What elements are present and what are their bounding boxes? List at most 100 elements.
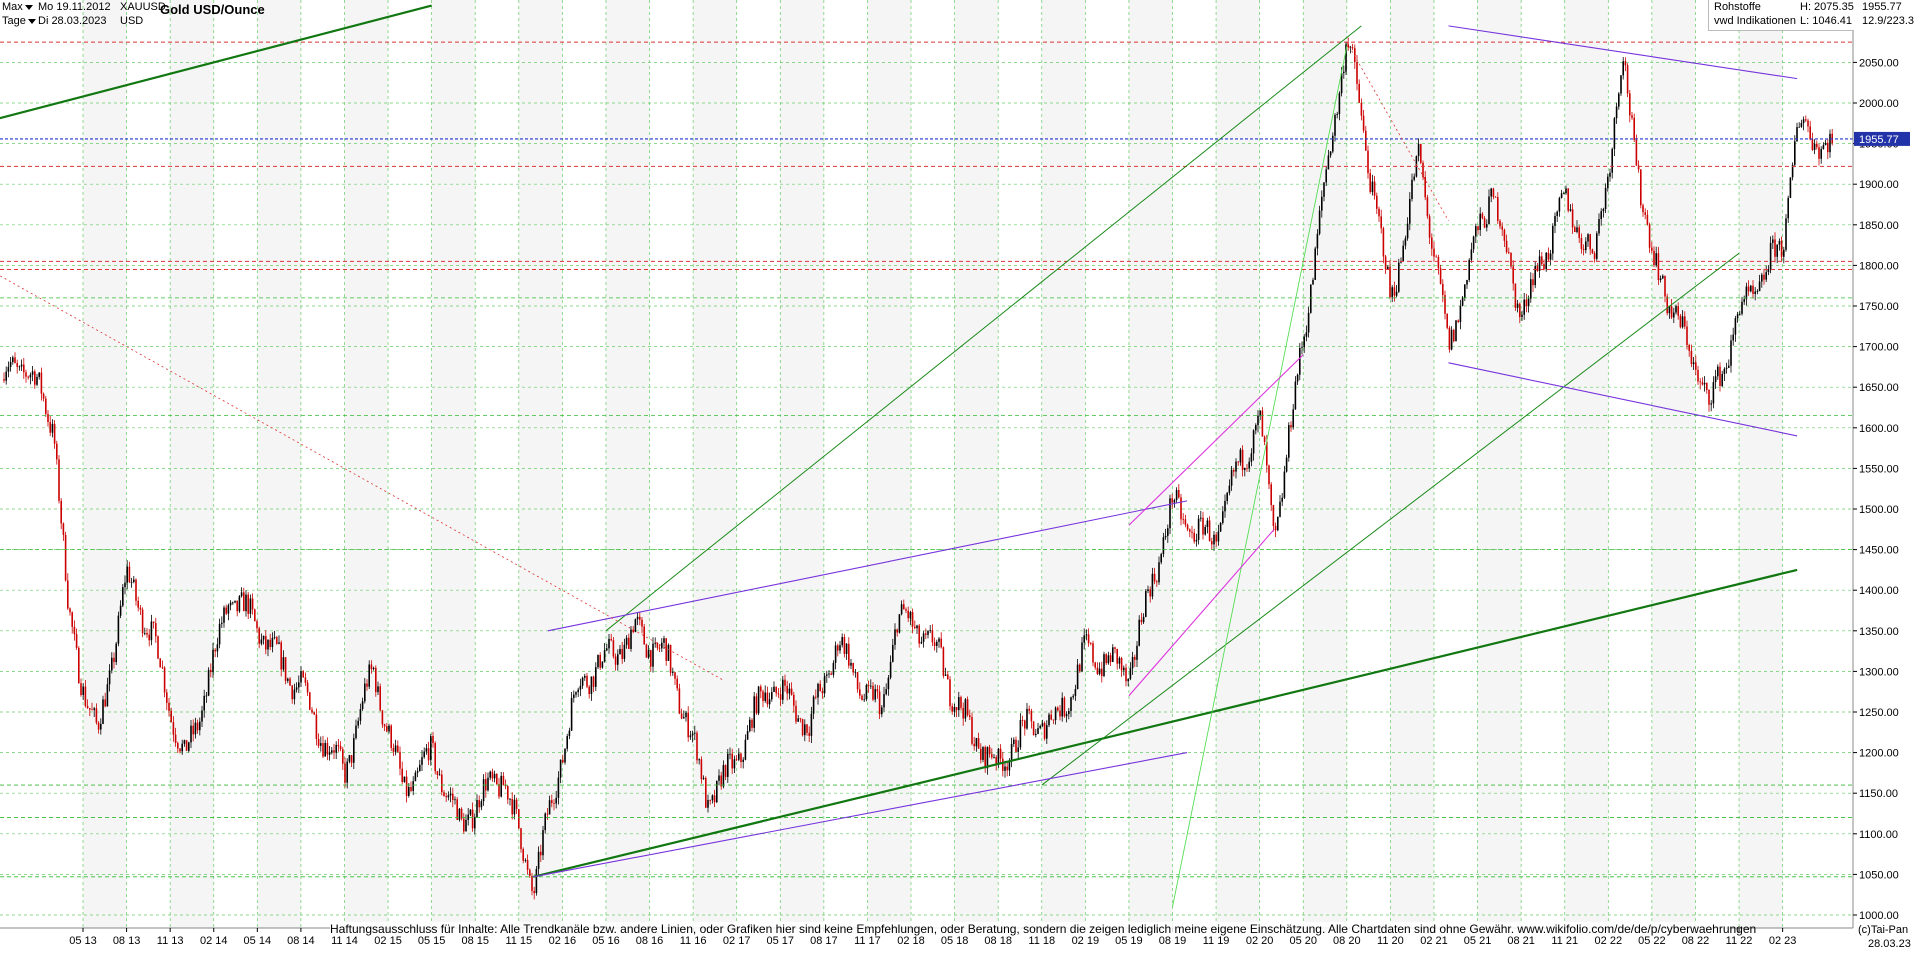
candle-body xyxy=(1389,266,1391,298)
x-tick-label: 05 16 xyxy=(592,935,620,947)
trend-line[interactable] xyxy=(1128,528,1275,697)
candle-body xyxy=(1180,497,1182,520)
candle-body xyxy=(878,691,881,715)
trend-line[interactable] xyxy=(1172,46,1348,907)
candle-body xyxy=(617,654,619,665)
candle-body xyxy=(1090,643,1092,645)
candle-body xyxy=(986,747,989,769)
candle-body xyxy=(742,759,744,763)
trend-line[interactable] xyxy=(533,568,1798,878)
interval-selector[interactable]: Tage xyxy=(2,15,36,28)
trend-line[interactable] xyxy=(1346,41,1449,221)
x-tick-label: 02 14 xyxy=(200,935,228,947)
candle-body xyxy=(1668,306,1671,314)
candle-body xyxy=(430,735,432,761)
candle-body xyxy=(898,614,901,633)
trend-line[interactable] xyxy=(1128,354,1304,526)
candle-body xyxy=(1255,425,1257,431)
candle-body xyxy=(718,775,720,781)
candle-body xyxy=(47,413,49,423)
candle-body xyxy=(463,818,465,832)
range-selector[interactable]: Max xyxy=(2,1,33,14)
candle-body xyxy=(1087,634,1090,644)
x-tick-label: 02 23 xyxy=(1769,935,1797,947)
candle-body xyxy=(1371,181,1374,193)
candle-body xyxy=(1065,714,1068,717)
candle-body xyxy=(152,621,155,624)
candle-body xyxy=(810,713,813,736)
candle-body xyxy=(1288,425,1290,458)
candle-body xyxy=(843,637,846,654)
candle-body xyxy=(64,534,67,581)
candle-body xyxy=(1138,619,1140,646)
candle-body xyxy=(1655,253,1657,266)
candles xyxy=(3,37,1833,900)
x-tick-label: 08 19 xyxy=(1159,935,1187,947)
candle-body xyxy=(5,371,7,381)
candle-body xyxy=(1444,295,1446,314)
candle-body xyxy=(1576,227,1578,232)
candle-body xyxy=(991,754,993,758)
candle-body xyxy=(687,712,689,738)
trend-line[interactable] xyxy=(533,752,1188,878)
candle-body xyxy=(1228,485,1231,493)
candle-body xyxy=(630,629,632,649)
candle-body xyxy=(1081,642,1083,672)
candle-body xyxy=(720,775,722,787)
candle-body xyxy=(612,640,615,657)
candle-body xyxy=(223,607,225,623)
trend-line[interactable] xyxy=(547,500,1188,632)
candle-body xyxy=(724,765,727,777)
candle-body xyxy=(1598,219,1600,234)
y-tick-label: 1550.00 xyxy=(1859,463,1899,475)
candle-body xyxy=(1270,484,1272,506)
candle-body xyxy=(449,793,452,796)
x-tick-label: 02 21 xyxy=(1420,935,1448,947)
candle-body xyxy=(1332,135,1334,152)
candle-body xyxy=(1505,240,1508,253)
x-tick-label: 08 15 xyxy=(461,935,489,947)
candle-body xyxy=(768,699,771,705)
candle-body xyxy=(1013,739,1015,744)
candle-body xyxy=(865,685,868,700)
x-tick-label: 08 14 xyxy=(287,935,315,947)
candle-body xyxy=(1153,573,1156,582)
trend-line[interactable] xyxy=(1448,25,1798,80)
candle-body xyxy=(1063,697,1066,717)
candle-body xyxy=(1101,668,1103,676)
candle-body xyxy=(1321,196,1323,211)
candle-body xyxy=(1428,216,1431,238)
candle-body xyxy=(183,740,186,744)
candle-body xyxy=(784,679,786,686)
candle-body xyxy=(1604,187,1607,209)
candle-body xyxy=(577,689,579,693)
high-label: H: 2075.35 xyxy=(1800,1,1854,13)
candle-body xyxy=(56,443,58,460)
candle-body xyxy=(434,743,436,772)
background-band xyxy=(780,0,824,928)
candle-body xyxy=(1609,172,1611,177)
candle-body xyxy=(18,366,21,368)
trend-line[interactable] xyxy=(605,25,1362,632)
candle-body xyxy=(1747,286,1750,292)
trend-line[interactable] xyxy=(1448,362,1798,437)
trend-line[interactable] xyxy=(1041,252,1740,786)
candle-body xyxy=(654,642,656,644)
candle-body xyxy=(896,629,898,633)
candle-body xyxy=(122,587,124,606)
candle-body xyxy=(1824,142,1827,146)
candle-body xyxy=(364,683,366,702)
candle-body xyxy=(427,748,430,761)
trend-line[interactable] xyxy=(0,274,723,680)
candle-body xyxy=(691,733,694,736)
candle-body xyxy=(1057,707,1059,711)
candle-body xyxy=(757,686,760,714)
trend-line[interactable] xyxy=(0,4,432,120)
candle-body xyxy=(1156,581,1158,583)
candle-body xyxy=(421,757,423,765)
candle-body xyxy=(1525,299,1528,307)
candle-body xyxy=(656,642,659,648)
y-tick-label: 2000.00 xyxy=(1859,98,1899,110)
candle-body xyxy=(1439,268,1442,284)
